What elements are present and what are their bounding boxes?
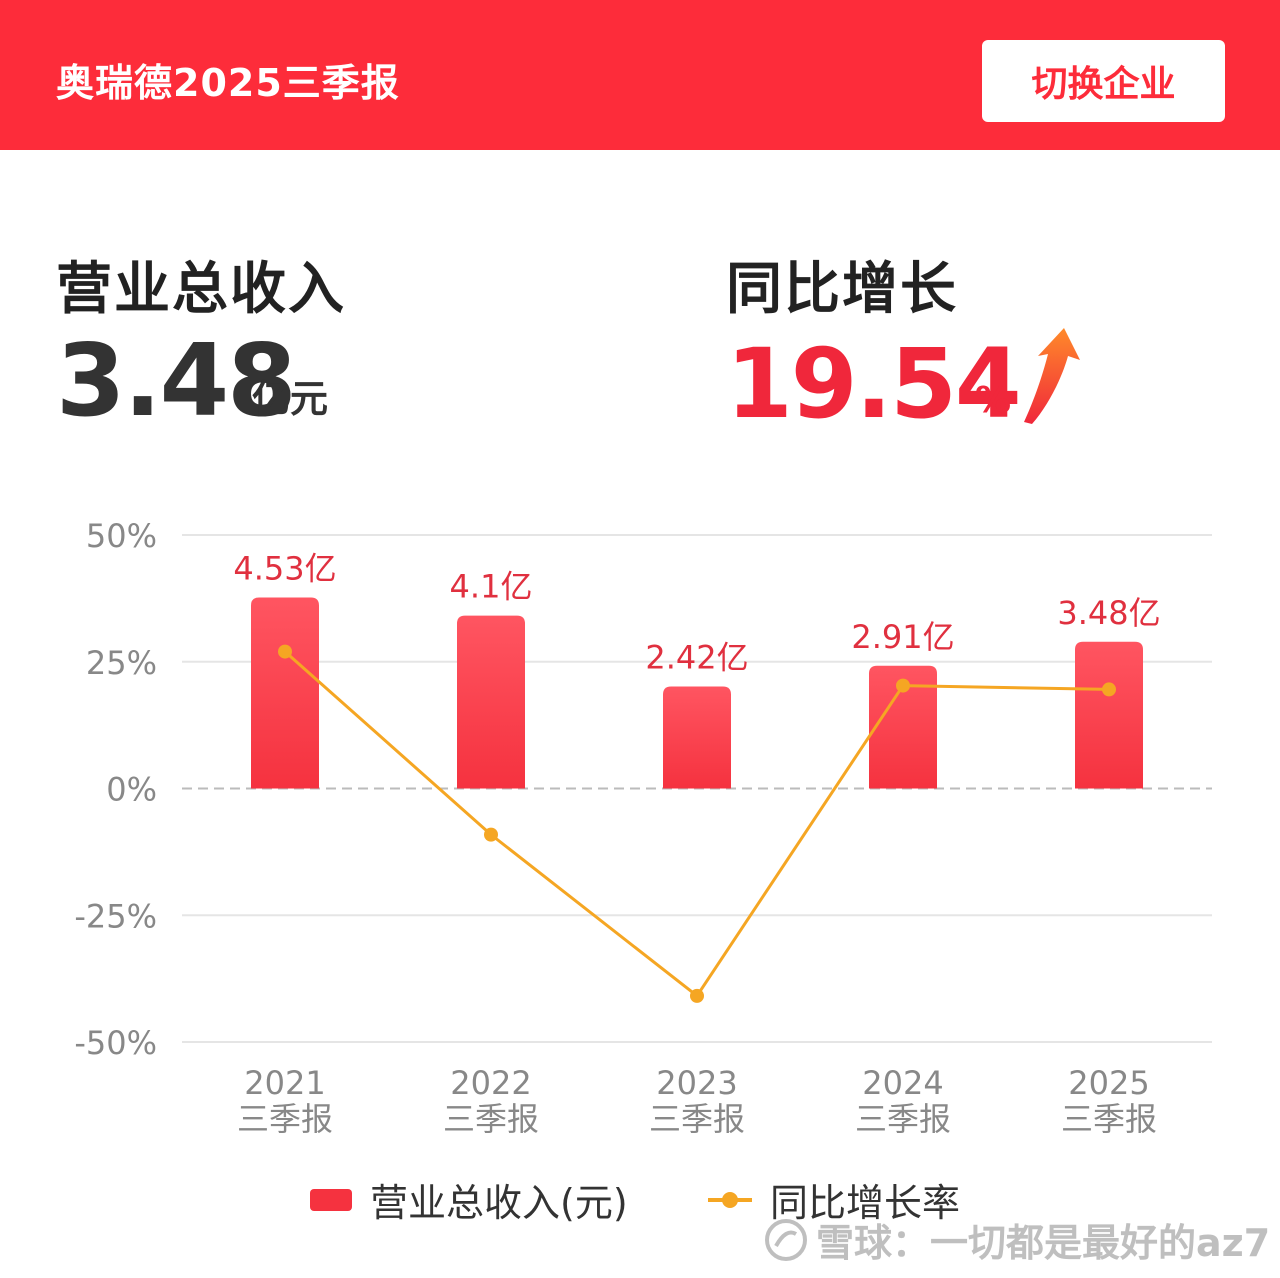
- revenue-bar: [869, 665, 937, 789]
- growth-rate-point: [484, 827, 498, 842]
- revenue-unit: 亿元: [252, 377, 329, 421]
- revenue-growth-chart: 50% 25% 0% -25% -50% 4.53亿 4.1亿 2.42亿 2.91亿 3.48亿…: [74, 517, 1212, 1138]
- y-tick-label: 25%: [86, 644, 157, 682]
- y-tick-label: -25%: [74, 897, 157, 935]
- x-tick-label-period: 三季报: [855, 1100, 951, 1138]
- y-tick-label: 0%: [106, 771, 157, 809]
- page-title: 奥瑞德2025三季报: [56, 61, 400, 105]
- x-tick-label-period: 三季报: [1061, 1100, 1157, 1138]
- growth-up-arrow-icon: [1024, 328, 1080, 424]
- bar-data-label: 3.48亿: [1057, 594, 1160, 632]
- bar-data-label: 2.91亿: [851, 618, 954, 656]
- revenue-bar: [663, 686, 731, 789]
- revenue-bar: [1075, 641, 1143, 789]
- revenue-bar: [251, 597, 319, 789]
- growth-rate-point: [690, 988, 704, 1003]
- revenue-bar: [457, 615, 525, 789]
- y-tick-label: 50%: [86, 517, 157, 555]
- legend-label-growth: 同比增长率: [770, 1181, 961, 1225]
- watermark: 雪球：一切都是最好的az7: [764, 1212, 1270, 1267]
- chart-legend: 营业总收入(元) 同比增长率: [0, 1172, 1280, 1228]
- x-tick-label-year: 2024: [862, 1064, 943, 1102]
- revenue-value: 3.48: [56, 322, 297, 439]
- x-tick-label-period: 三季报: [237, 1100, 333, 1138]
- legend-item-growth: 同比增长率: [708, 1172, 960, 1227]
- revenue-label: 营业总收入: [56, 257, 346, 322]
- bar-data-label: 2.42亿: [645, 638, 748, 676]
- x-tick-label-year: 2025: [1068, 1064, 1149, 1102]
- x-tick-label-year: 2023: [656, 1064, 737, 1102]
- bar-data-label: 4.1亿: [450, 568, 533, 606]
- growth-label: 同比增长: [726, 257, 958, 322]
- growth-unit: %: [975, 380, 1012, 421]
- x-tick-label-year: 2022: [450, 1064, 531, 1102]
- x-tick-label-period: 三季报: [443, 1100, 539, 1138]
- x-tick-label-year: 2021: [244, 1064, 325, 1102]
- growth-rate-point: [278, 644, 292, 659]
- bar-data-label: 4.53亿: [233, 550, 336, 588]
- legend-label-revenue: 营业总收入(元): [370, 1181, 628, 1225]
- growth-rate-point: [896, 678, 910, 693]
- header-bar: 奥瑞德2025三季报 切换企业: [0, 0, 1280, 150]
- y-tick-label: -50%: [74, 1024, 157, 1062]
- legend-item-revenue: 营业总收入(元): [310, 1172, 628, 1227]
- switch-company-button[interactable]: 切换企业: [982, 40, 1225, 122]
- legend-line-swatch: [708, 1189, 752, 1211]
- snowball-logo-icon: [765, 1218, 807, 1261]
- watermark-text: 雪球：一切都是最好的az7: [816, 1221, 1271, 1265]
- growth-value: 19.54: [726, 328, 1022, 440]
- legend-bar-swatch: [310, 1188, 352, 1211]
- growth-rate-point: [1102, 682, 1116, 697]
- x-tick-label-period: 三季报: [649, 1100, 745, 1138]
